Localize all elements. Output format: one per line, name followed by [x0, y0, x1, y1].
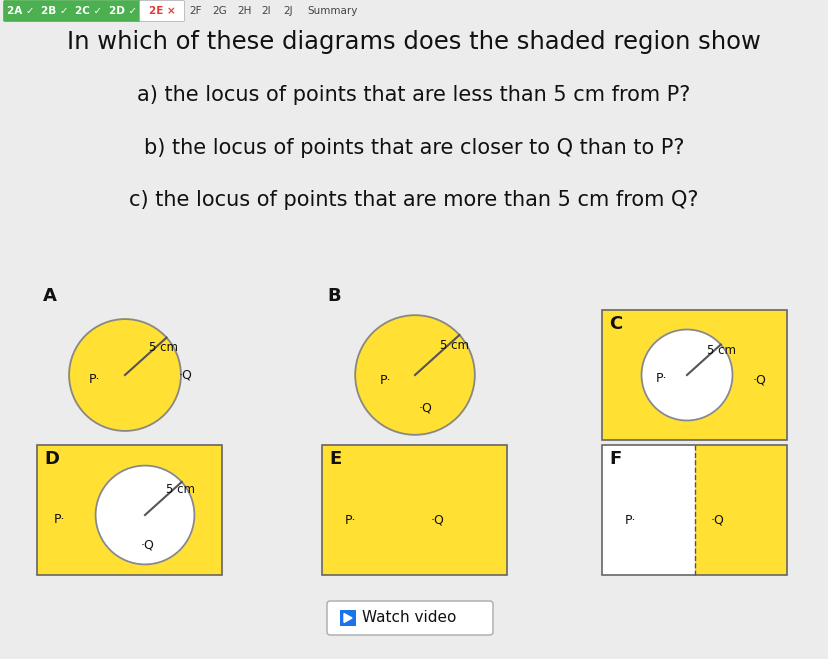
Text: P·: P· [54, 513, 65, 527]
Circle shape [95, 466, 194, 564]
Text: P·: P· [89, 373, 100, 386]
Text: 2I: 2I [261, 6, 271, 16]
Text: 5 cm: 5 cm [440, 339, 469, 352]
Text: 2C ✓: 2C ✓ [75, 6, 103, 16]
Polygon shape [344, 614, 352, 623]
Bar [602, 445, 694, 575]
Text: ·Q: ·Q [430, 514, 444, 527]
Bar [694, 445, 787, 575]
Text: 2E ×: 2E × [148, 6, 176, 16]
Text: B: B [327, 287, 340, 305]
Text: P·: P· [623, 514, 635, 527]
Text: 5 cm: 5 cm [166, 483, 195, 496]
Text: 2A ✓: 2A ✓ [7, 6, 35, 16]
FancyBboxPatch shape [139, 1, 185, 22]
Text: ·Q: ·Q [710, 514, 724, 527]
Text: In which of these diagrams does the shaded region show: In which of these diagrams does the shad… [67, 30, 760, 54]
FancyBboxPatch shape [71, 1, 106, 22]
Bar [322, 445, 507, 575]
Text: P·: P· [379, 374, 390, 387]
Circle shape [69, 319, 181, 431]
Text: C: C [609, 315, 622, 333]
Text: a) the locus of points that are less than 5 cm from P?: a) the locus of points that are less tha… [137, 85, 690, 105]
FancyBboxPatch shape [105, 1, 140, 22]
Text: 2D ✓: 2D ✓ [108, 6, 137, 16]
Text: ·Q: ·Q [752, 373, 766, 386]
Text: b) the locus of points that are closer to Q than to P?: b) the locus of points that are closer t… [143, 138, 683, 158]
Text: ·Q: ·Q [141, 538, 154, 551]
FancyBboxPatch shape [3, 1, 38, 22]
Text: P·: P· [344, 514, 355, 527]
Text: 2F: 2F [190, 6, 202, 16]
Text: ·Q: ·Q [178, 368, 192, 382]
Text: 2G: 2G [212, 6, 227, 16]
Text: Summary: Summary [307, 6, 357, 16]
Text: 2H: 2H [237, 6, 251, 16]
Text: F: F [609, 450, 621, 468]
Bar [339, 610, 355, 626]
Text: c) the locus of points that are more than 5 cm from Q?: c) the locus of points that are more tha… [129, 190, 698, 210]
FancyBboxPatch shape [326, 601, 493, 635]
Circle shape [354, 315, 474, 435]
Text: P·: P· [656, 372, 667, 385]
Bar [602, 445, 787, 575]
Bar [37, 445, 222, 575]
Text: 2B ✓: 2B ✓ [41, 6, 69, 16]
Text: Watch video: Watch video [362, 610, 456, 625]
Text: A: A [42, 287, 56, 305]
Text: D: D [45, 450, 60, 468]
Text: 5 cm: 5 cm [705, 344, 734, 357]
Circle shape [641, 330, 732, 420]
Text: ·Q: ·Q [418, 401, 432, 415]
Text: E: E [329, 450, 341, 468]
Text: 5 cm: 5 cm [148, 341, 177, 353]
FancyBboxPatch shape [37, 1, 72, 22]
Text: 2J: 2J [283, 6, 292, 16]
Bar [602, 310, 787, 440]
